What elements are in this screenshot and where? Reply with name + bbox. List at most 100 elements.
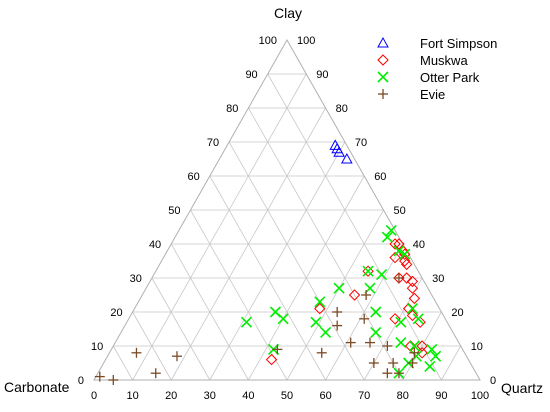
- data-point-evie: [393, 368, 404, 379]
- grid-line-quartz: [325, 243, 404, 381]
- data-point-evie: [272, 344, 283, 355]
- data-point-evie: [382, 341, 393, 351]
- tick-label-clay: 70: [207, 137, 219, 149]
- data-point-otter-park: [399, 248, 411, 260]
- grid: [112, 73, 462, 381]
- axis-title-left: Carbonate: [4, 379, 70, 395]
- data-point-otter-park: [408, 340, 420, 352]
- data-point-muskwa: [406, 309, 419, 322]
- tick-label-carbonate: 100: [297, 35, 315, 47]
- data-point-evie: [364, 337, 375, 348]
- tick-label-carbonate: 50: [394, 205, 406, 217]
- legend-marker-otter-park: [377, 71, 389, 83]
- data-point-otter-park: [370, 306, 382, 318]
- tick-label-clay: 10: [91, 341, 103, 353]
- legend-label-muskwa: Muskwa: [420, 53, 468, 68]
- legend-label-evie: Evie: [420, 87, 445, 102]
- tick-label-clay: 100: [259, 35, 277, 47]
- data-point-otter-park: [412, 313, 424, 325]
- data-point-otter-park: [381, 231, 393, 243]
- grid-line-carbonate: [132, 311, 172, 381]
- tick-label-quartz: 70: [358, 390, 370, 402]
- data-point-muskwa: [406, 275, 419, 288]
- data-point-evie: [368, 358, 379, 368]
- data-point-otter-park: [362, 265, 374, 277]
- grid-line-carbonate: [112, 345, 133, 381]
- tick-label-quartz: 10: [126, 390, 138, 402]
- data-point-evie: [332, 320, 343, 331]
- tick-label-quartz: 60: [319, 390, 331, 402]
- tick-label-quartz: 30: [204, 390, 216, 402]
- data-point-muskwa: [348, 289, 361, 301]
- data-point-fort-simpson: [340, 152, 353, 164]
- tick-label-clay: 20: [110, 307, 122, 319]
- legend-marker-evie: [378, 89, 388, 99]
- grid-line-carbonate: [190, 209, 288, 381]
- data-point-muskwa: [362, 265, 374, 277]
- data-point-otter-park: [333, 282, 345, 294]
- grid-line-carbonate: [170, 243, 249, 381]
- axis-title-top: Clay: [274, 5, 302, 21]
- data-point-evie: [171, 351, 182, 362]
- series-evie: [94, 273, 420, 385]
- data-point-otter-park: [426, 343, 438, 355]
- triangle-frame: [93, 38, 481, 381]
- series-muskwa: [265, 238, 428, 366]
- grid-line-carbonate: [151, 277, 211, 381]
- data-point-otter-park: [320, 326, 332, 338]
- legend-marker-fort-simpson: [377, 36, 389, 48]
- grid-line-quartz: [209, 141, 346, 381]
- data-point-evie: [108, 375, 119, 385]
- data-point-evie: [131, 347, 142, 358]
- data-point-evie: [94, 371, 105, 382]
- data-point-otter-park: [310, 316, 322, 328]
- data-point-otter-park: [376, 269, 388, 281]
- axis-title-right: Quartz: [501, 380, 543, 396]
- data-point-muskwa: [416, 340, 428, 352]
- data-point-muskwa: [265, 353, 278, 366]
- tick-label-carbonate: 20: [451, 307, 463, 319]
- data-point-otter-park: [393, 245, 405, 257]
- data-point-muskwa: [400, 258, 413, 271]
- tick-label-clay: 60: [188, 171, 200, 183]
- data-point-otter-park: [395, 337, 407, 349]
- tick-label-carbonate: 60: [374, 171, 386, 183]
- data-point-evie: [316, 347, 327, 358]
- grid-line-quartz: [441, 345, 462, 381]
- tick-label-carbonate: 80: [336, 103, 348, 115]
- data-points: [94, 139, 442, 385]
- tick-label-quartz: 80: [397, 390, 409, 402]
- tick-label-clay: 80: [226, 103, 238, 115]
- data-point-muskwa: [399, 255, 411, 267]
- data-point-evie: [361, 290, 372, 300]
- data-point-muskwa: [404, 340, 417, 352]
- triangle-outline: [93, 38, 481, 381]
- data-point-otter-park: [406, 303, 419, 315]
- tick-label-carbonate: 90: [316, 69, 328, 81]
- data-point-evie: [407, 358, 418, 368]
- data-point-muskwa: [406, 282, 419, 294]
- tick-label-quartz: 90: [435, 390, 447, 402]
- data-point-evie: [359, 313, 370, 324]
- data-point-otter-park: [277, 313, 289, 325]
- data-point-muskwa: [389, 313, 401, 325]
- legend-label-otter-park: Otter Park: [420, 70, 480, 85]
- data-point-otter-park: [370, 326, 382, 338]
- legend-marker-muskwa: [377, 54, 389, 66]
- tick-label-quartz: 50: [281, 390, 293, 402]
- data-point-otter-park: [314, 296, 326, 308]
- legend-label-fort-simpson: Fort Simpson: [420, 36, 497, 51]
- data-point-otter-park: [385, 224, 397, 236]
- data-point-muskwa: [414, 316, 426, 328]
- grid-line-carbonate: [228, 141, 365, 381]
- tick-label-carbonate: 40: [413, 239, 425, 251]
- tick-label-quartz: 20: [165, 390, 177, 402]
- grid-line-quartz: [286, 209, 384, 381]
- tick-label-clay: 30: [130, 273, 142, 285]
- grid-line-carbonate: [267, 73, 442, 381]
- legend: Fort Simpson Muskwa Otter Park Evie: [377, 36, 497, 102]
- tick-label-quartz: 0: [91, 390, 97, 402]
